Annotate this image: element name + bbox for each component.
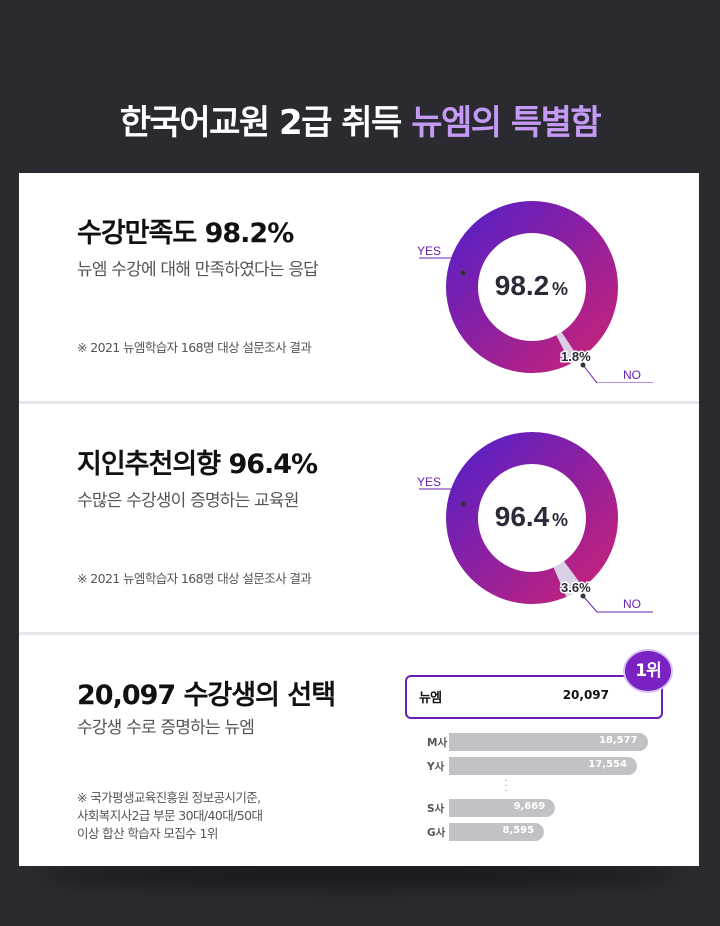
students-note: ※ 국가평생교육진흥원 정보공시기준, 사회복지사2급 부문 30대/40대/5… — [77, 789, 263, 843]
title-main: 한국어교원 2급 취득 — [119, 103, 412, 143]
recommend-card: 지인추천의향 96.4% 수많은 수강생이 증명하는 교육원 ※ 2021 뉴엠… — [19, 404, 699, 632]
students-note-line: 이상 합산 학습자 모집수 1위 — [77, 826, 218, 841]
competitor-bar: 18,577 — [449, 733, 648, 751]
top-rank-box: 뉴엠 20,097 — [405, 675, 663, 719]
no-label: NO — [623, 368, 641, 382]
no-leader-dot — [580, 593, 586, 599]
rank-badge-label: 1위 — [623, 649, 673, 693]
competitor-name: Y사 — [427, 761, 445, 773]
satisfaction-heading: 수강만족도 98.2% — [77, 218, 294, 249]
yes-leader-line — [419, 257, 464, 274]
card-shadow — [40, 862, 680, 886]
no-value-label: 1.8% — [561, 349, 591, 364]
donut-center-unit: % — [552, 510, 568, 530]
satisfaction-card: 수강만족도 98.2% 뉴엠 수강에 대해 만족하였다는 응답 ※ 2021 뉴… — [19, 173, 699, 401]
recommend-note: ※ 2021 뉴엠학습자 168명 대상 설문조사 결과 — [77, 571, 312, 586]
students-sub: 수강생 수로 증명하는 뉴엠 — [77, 718, 255, 738]
competitor-bar: 9,669 — [449, 799, 556, 817]
students-heading: 20,097 수강생의 선택 — [77, 680, 336, 711]
top-rank-value: 20,097 — [562, 688, 609, 702]
donut-no-slice — [553, 561, 584, 597]
competitor-value: 18,577 — [598, 735, 638, 746]
competitor-value: 9,669 — [513, 801, 546, 812]
satisfaction-note: ※ 2021 뉴엠학습자 168명 대상 설문조사 결과 — [77, 340, 312, 355]
no-leader-line — [582, 595, 653, 613]
rank-badge: 1위 — [623, 649, 673, 693]
yes-label: YES — [417, 475, 441, 489]
no-leader-dot — [580, 362, 586, 368]
recommend-donut-svg: 96.4 % YES 3.6% NO — [417, 432, 653, 613]
top-rank-name: 뉴엠 — [419, 691, 442, 706]
competitor-value: 8,595 — [502, 825, 535, 836]
donut-center-unit: % — [552, 279, 568, 299]
yes-leader-line — [419, 488, 464, 505]
students-card: 20,097 수강생의 선택 수강생 수로 증명하는 뉴엠 ※ 국가평생교육진흥… — [19, 635, 699, 866]
competitor-value: 17,554 — [588, 759, 627, 770]
students-note-line: ※ 국가평생교육진흥원 정보공시기준, — [77, 790, 261, 805]
recommend-sub: 수많은 수강생이 증명하는 교육원 — [77, 491, 299, 511]
satisfaction-sub: 뉴엠 수강에 대해 만족하였다는 응답 — [77, 260, 319, 280]
donut-center-value: 96.4 — [495, 501, 550, 532]
recommend-heading: 지인추천의향 96.4% — [77, 449, 318, 480]
donut-yes-ring — [446, 201, 618, 373]
yes-label: YES — [417, 244, 441, 258]
no-leader-line — [582, 364, 653, 384]
card-divider — [19, 401, 699, 404]
students-note-line: 사회복지사2급 부문 30대/40대/50대 — [77, 808, 263, 823]
no-label: NO — [623, 597, 641, 611]
ellipsis-icon: · · · — [504, 776, 508, 797]
competitor-bar: 17,554 — [449, 757, 637, 775]
recommend-donut: 96.4 % YES 3.6% NO — [409, 424, 669, 614]
no-value-label: 3.6% — [561, 580, 591, 595]
title-accent: 뉴엠의 특별함 — [411, 103, 602, 143]
competitor-name: G사 — [427, 827, 446, 839]
donut-yes-ring — [446, 432, 618, 604]
competitor-name: S사 — [427, 803, 445, 815]
satisfaction-donut-svg: 98.2 % YES 1.8% NO — [417, 201, 653, 384]
page-title: 한국어교원 2급 취득 뉴엠의 특별함 — [0, 95, 720, 144]
yes-leader-dot — [460, 501, 466, 507]
donut-center-value: 98.2 — [495, 270, 550, 301]
competitor-name: M사 — [427, 737, 448, 749]
competitor-bar: 8,595 — [449, 823, 545, 841]
card-divider — [19, 632, 699, 635]
donut-no-slice — [556, 332, 580, 364]
yes-leader-dot — [460, 270, 466, 276]
satisfaction-donut: 98.2 % YES 1.8% NO — [409, 193, 669, 384]
